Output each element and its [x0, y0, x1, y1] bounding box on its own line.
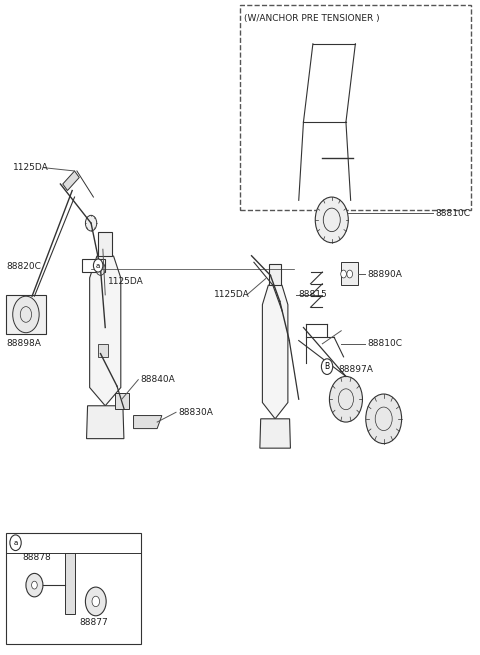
- Text: 88898A: 88898A: [6, 339, 41, 348]
- Text: a: a: [13, 540, 18, 546]
- Text: 88890A: 88890A: [367, 269, 402, 278]
- Polygon shape: [6, 295, 46, 334]
- Polygon shape: [341, 262, 358, 285]
- Polygon shape: [90, 256, 121, 405]
- Text: 1125DA: 1125DA: [108, 277, 144, 286]
- Circle shape: [85, 215, 97, 231]
- Polygon shape: [98, 344, 108, 357]
- Polygon shape: [63, 171, 79, 191]
- Text: 88840A: 88840A: [141, 375, 175, 384]
- Text: 88810C: 88810C: [436, 209, 470, 218]
- Text: 88820C: 88820C: [6, 263, 41, 271]
- Circle shape: [341, 270, 347, 278]
- Text: B: B: [324, 362, 330, 371]
- Polygon shape: [86, 405, 124, 439]
- Text: 1125DA: 1125DA: [13, 163, 49, 172]
- Text: (W/ANCHOR PRE TENSIONER ): (W/ANCHOR PRE TENSIONER ): [244, 14, 380, 24]
- Polygon shape: [263, 285, 288, 419]
- Text: 88810C: 88810C: [367, 339, 402, 348]
- Text: 1125DA: 1125DA: [214, 290, 250, 299]
- Text: 88830A: 88830A: [179, 408, 213, 417]
- Circle shape: [26, 573, 43, 597]
- Circle shape: [347, 270, 352, 278]
- Circle shape: [315, 197, 348, 243]
- Circle shape: [85, 587, 106, 616]
- Polygon shape: [98, 233, 112, 256]
- Text: 88897A: 88897A: [339, 365, 374, 375]
- Polygon shape: [269, 264, 281, 285]
- Polygon shape: [82, 259, 105, 272]
- Circle shape: [12, 296, 39, 333]
- Text: 88815: 88815: [299, 290, 327, 299]
- Text: 88877: 88877: [79, 618, 108, 627]
- Polygon shape: [115, 393, 129, 409]
- Circle shape: [329, 377, 362, 422]
- Circle shape: [94, 259, 103, 272]
- Circle shape: [366, 394, 402, 443]
- Circle shape: [10, 535, 21, 551]
- Polygon shape: [133, 415, 162, 428]
- Text: 88878: 88878: [23, 553, 51, 561]
- Text: a: a: [96, 263, 100, 269]
- Polygon shape: [65, 553, 74, 614]
- Polygon shape: [260, 419, 290, 448]
- Circle shape: [322, 359, 333, 375]
- Circle shape: [96, 262, 105, 275]
- Circle shape: [32, 581, 37, 589]
- Circle shape: [92, 596, 99, 607]
